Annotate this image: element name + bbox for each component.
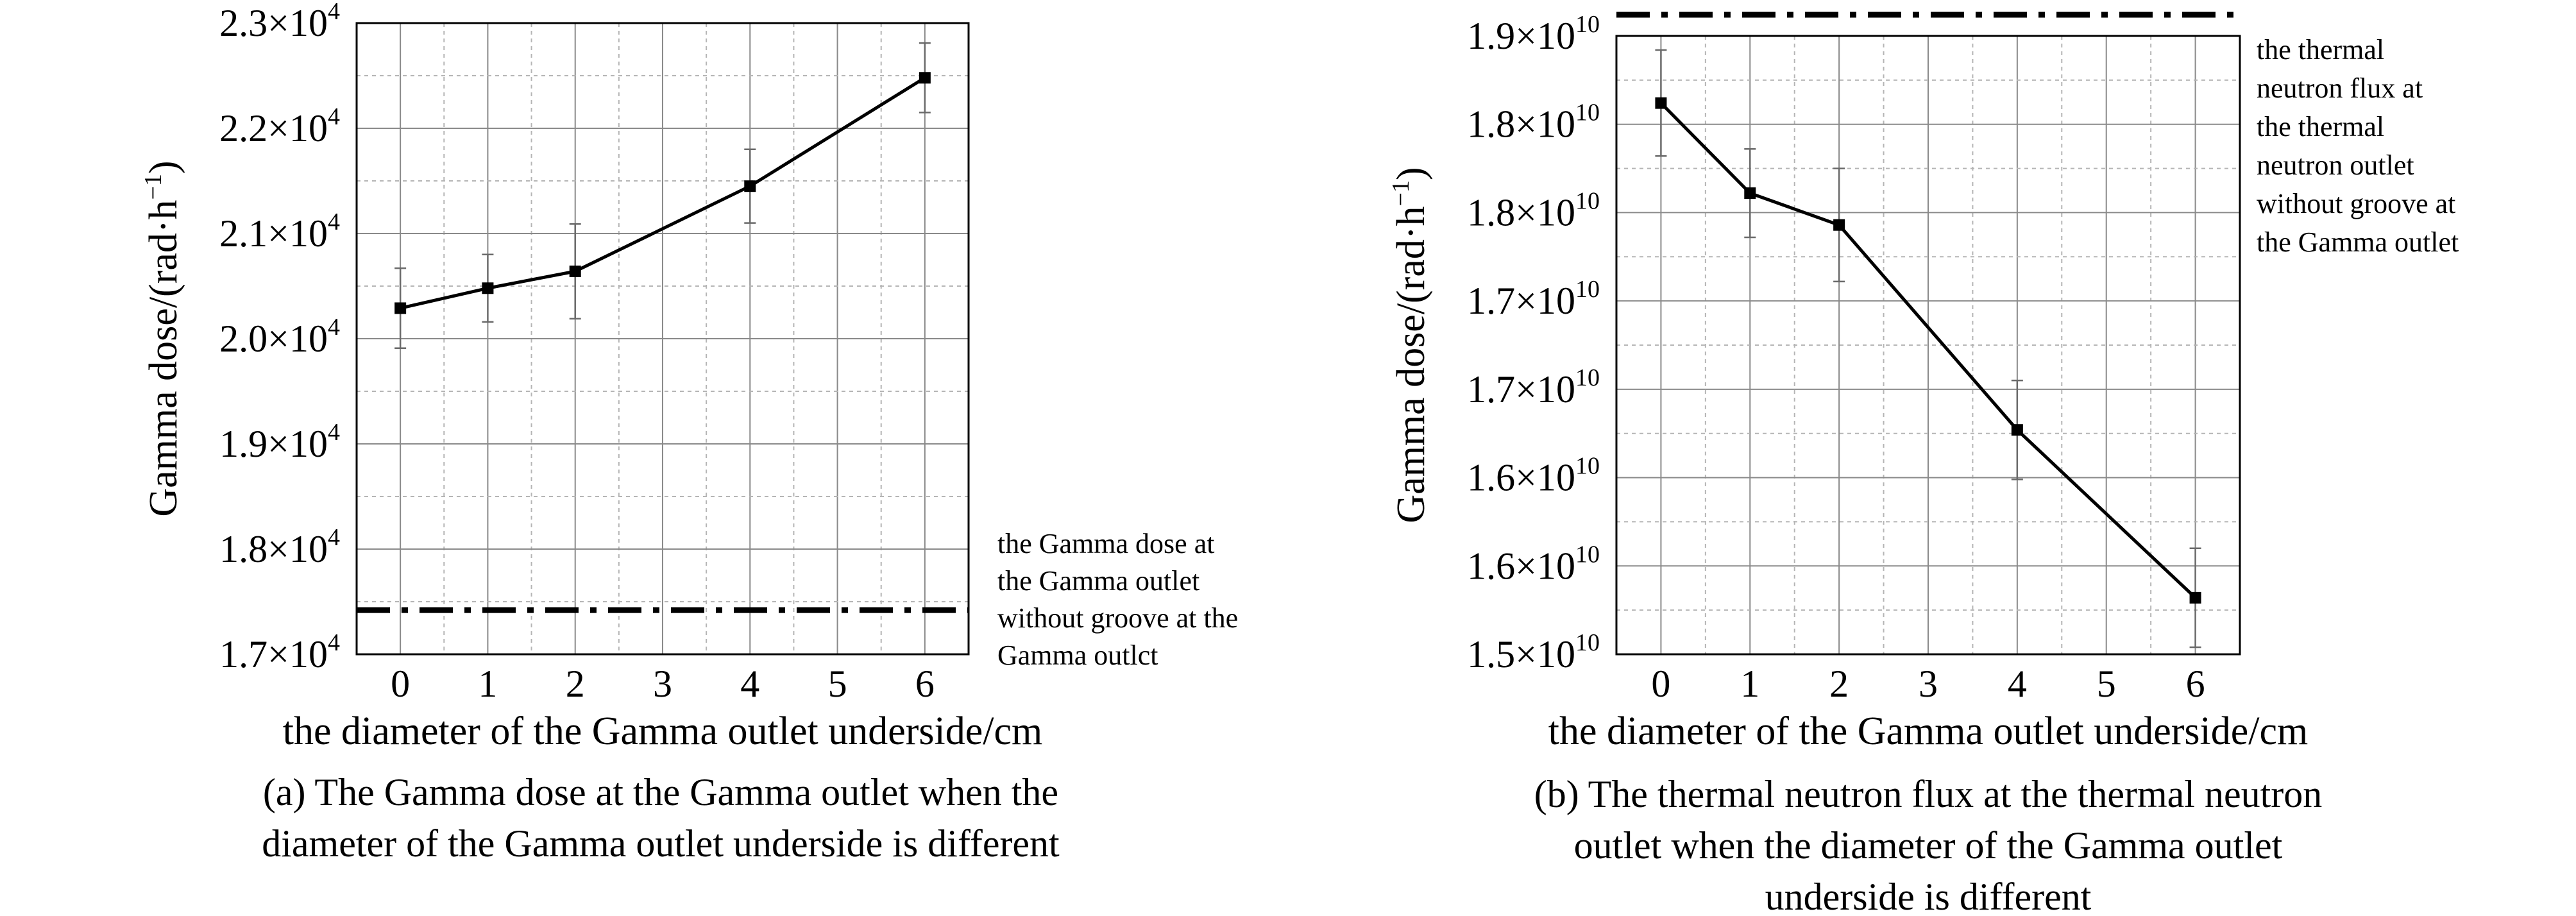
plot-frame	[355, 22, 970, 656]
y-axis-label: Gamma dose/(rad·h−1)	[1387, 167, 1433, 523]
x-tick-label: 6	[2186, 663, 2205, 705]
x-tick-label: 3	[653, 663, 672, 705]
x-axis-label: the diameter of the Gamma outlet undersi…	[283, 709, 1042, 753]
y-tick-label: 1.8×1010	[1467, 99, 1600, 146]
x-tick-label: 3	[1919, 663, 1938, 705]
x-tick-label: 1	[478, 663, 497, 705]
y-tick-label: 1.6×1010	[1467, 453, 1600, 499]
x-tick-label: 4	[2008, 663, 2027, 705]
reference-annotation-line: the Gamma outlet	[997, 565, 1199, 597]
y-tick-label: 1.7×104	[219, 629, 340, 675]
y-tick-label: 1.7×1010	[1467, 276, 1600, 322]
data-point	[1744, 187, 1756, 199]
data-point	[744, 180, 756, 192]
reference-annotation-line: neutron flux at	[2257, 72, 2423, 104]
data-point	[919, 72, 931, 84]
data-point	[394, 302, 407, 314]
figure-caption-line: underside is different	[1765, 876, 2092, 916]
y-tick-label: 1.9×1010	[1467, 11, 1600, 57]
x-tick-label: 5	[828, 663, 847, 705]
y-tick-label: 1.6×1010	[1467, 541, 1600, 587]
y-tick-label: 1.9×104	[219, 419, 340, 465]
y-tick-label: 1.5×1010	[1467, 629, 1600, 675]
y-tick-label: 2.1×104	[219, 208, 340, 255]
reference-annotation-line: without groove at	[2257, 188, 2455, 219]
figure-caption-line: outlet when the diameter of the Gamma ou…	[1574, 824, 2283, 867]
y-axis-label: Gamma dose/(rad·h−1)	[140, 160, 185, 516]
y-tick-label: 1.7×1010	[1467, 364, 1600, 411]
data-point	[482, 282, 494, 294]
reference-annotation-line: the Gamma dose at	[997, 528, 1214, 559]
x-tick-label: 0	[391, 663, 410, 705]
reference-annotation-line: without groove at the	[997, 602, 1238, 634]
x-tick-label: 1	[1740, 663, 1759, 705]
y-tick-label: 1.8×104	[219, 524, 340, 570]
figure-caption-line: (a) The Gamma dose at the Gamma outlet w…	[263, 771, 1058, 813]
x-tick-label: 6	[915, 663, 935, 705]
data-point	[2189, 591, 2201, 604]
reference-annotation-line: neutron outlet	[2257, 149, 2414, 181]
y-tick-label: 1.8×1010	[1467, 187, 1600, 233]
x-tick-label: 4	[740, 663, 759, 705]
reference-annotation-line: Gamma outlct	[997, 640, 1158, 671]
chart-a: 1.7×104 1.8×104 1.9×104 2.0×104 2.1×104 2.2×1…	[140, 0, 1238, 865]
plot-frame	[1615, 35, 2241, 656]
chart-b: 1.5×1010 1.6×1010 1.6×1010 1.7×1010 1.7×1010…	[1387, 11, 2459, 916]
data-point	[1655, 97, 1667, 109]
y-tick-label: 2.0×104	[219, 314, 340, 360]
y-tick-label: 2.3×104	[219, 0, 340, 44]
data-point	[569, 266, 581, 278]
figure-caption-line: (b) The thermal neutron flux at the ther…	[1534, 773, 2322, 815]
figure-caption-line: diameter of the Gamma outlet underside i…	[262, 822, 1060, 865]
x-tick-label: 5	[2097, 663, 2116, 705]
reference-annotation-line: the thermal	[2257, 111, 2384, 142]
x-tick-label: 2	[566, 663, 585, 705]
x-tick-label: 2	[1829, 663, 1849, 705]
y-tick-label: 2.2×104	[219, 103, 340, 149]
x-axis-label: the diameter of the Gamma outlet undersi…	[1548, 709, 2308, 753]
reference-annotation-line: the thermal	[2257, 34, 2384, 65]
reference-annotation-line: the Gamma outlet	[2257, 226, 2459, 258]
data-point	[1833, 219, 1845, 231]
x-tick-label: 0	[1651, 663, 1670, 705]
data-point	[2011, 424, 2023, 436]
